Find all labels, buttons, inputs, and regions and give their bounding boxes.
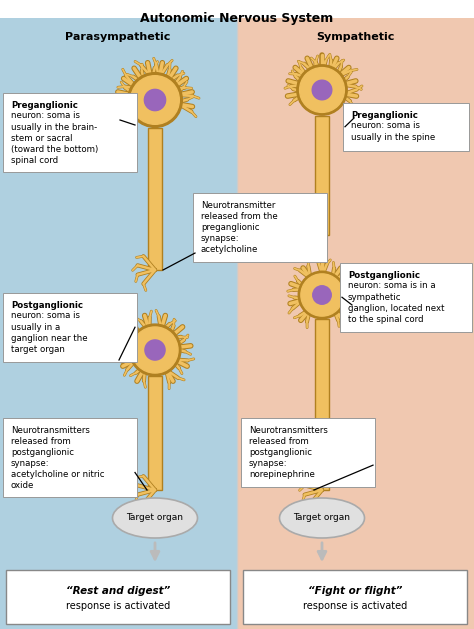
- Text: Parasympathetic: Parasympathetic: [65, 32, 171, 42]
- Circle shape: [128, 72, 182, 127]
- Text: neuron: soma is in a
sympathetic
ganglion, located next
to the spinal cord: neuron: soma is in a sympathetic ganglio…: [348, 282, 445, 324]
- Bar: [315, 319, 329, 490]
- Text: Postganglionic: Postganglionic: [11, 301, 83, 310]
- Text: neuron: soma is
usually in the brain-
stem or sacral
(toward the bottom)
spinal : neuron: soma is usually in the brain- st…: [11, 111, 98, 165]
- Bar: [148, 376, 162, 490]
- Bar: [148, 128, 162, 270]
- Circle shape: [298, 271, 346, 319]
- Circle shape: [132, 327, 178, 373]
- Bar: [0, 18, 237, 629]
- Text: Sympathetic: Sympathetic: [316, 32, 394, 42]
- Text: “Fight or flight”: “Fight or flight”: [308, 586, 402, 596]
- Text: response is activated: response is activated: [66, 601, 170, 611]
- Text: “Rest and digest”: “Rest and digest”: [66, 586, 170, 596]
- FancyBboxPatch shape: [340, 263, 472, 331]
- Circle shape: [312, 81, 332, 100]
- Text: Neurotransmitter
released from the
preganglionic
synapse:
acetylcholine: Neurotransmitter released from the prega…: [201, 201, 278, 254]
- Text: neuron: soma is
usually in a
ganglion near the
target organ: neuron: soma is usually in a ganglion ne…: [11, 311, 88, 353]
- Text: Postganglionic: Postganglionic: [348, 271, 420, 280]
- Text: Autonomic Nervous System: Autonomic Nervous System: [140, 12, 334, 25]
- Circle shape: [145, 340, 165, 360]
- Circle shape: [300, 67, 345, 113]
- Text: response is activated: response is activated: [303, 601, 407, 611]
- FancyBboxPatch shape: [3, 293, 137, 362]
- Bar: [237, 18, 474, 629]
- FancyBboxPatch shape: [193, 193, 327, 262]
- Circle shape: [131, 75, 179, 125]
- Ellipse shape: [280, 498, 365, 538]
- Circle shape: [145, 89, 165, 111]
- Circle shape: [297, 65, 347, 115]
- Bar: [315, 116, 329, 235]
- FancyBboxPatch shape: [3, 418, 137, 497]
- FancyBboxPatch shape: [6, 570, 230, 624]
- Circle shape: [129, 324, 181, 376]
- FancyBboxPatch shape: [241, 418, 375, 486]
- Text: Preganglionic: Preganglionic: [11, 101, 78, 110]
- FancyBboxPatch shape: [3, 93, 137, 172]
- Circle shape: [301, 274, 343, 316]
- Circle shape: [313, 286, 331, 304]
- FancyBboxPatch shape: [243, 570, 467, 624]
- Text: Target organ: Target organ: [127, 513, 183, 523]
- Text: Preganglionic: Preganglionic: [351, 111, 418, 120]
- Text: Target organ: Target organ: [293, 513, 350, 523]
- Text: neuron: soma is
usually in the spine: neuron: soma is usually in the spine: [351, 121, 435, 142]
- Text: Neurotransmitters
released from
postganglionic
synapse:
acetylcholine or nitric
: Neurotransmitters released from postgang…: [11, 426, 104, 491]
- Ellipse shape: [112, 498, 198, 538]
- Text: Neurotransmitters
released from
postganglionic
synapse:
norepinephrine: Neurotransmitters released from postgang…: [249, 426, 328, 479]
- FancyBboxPatch shape: [343, 103, 469, 150]
